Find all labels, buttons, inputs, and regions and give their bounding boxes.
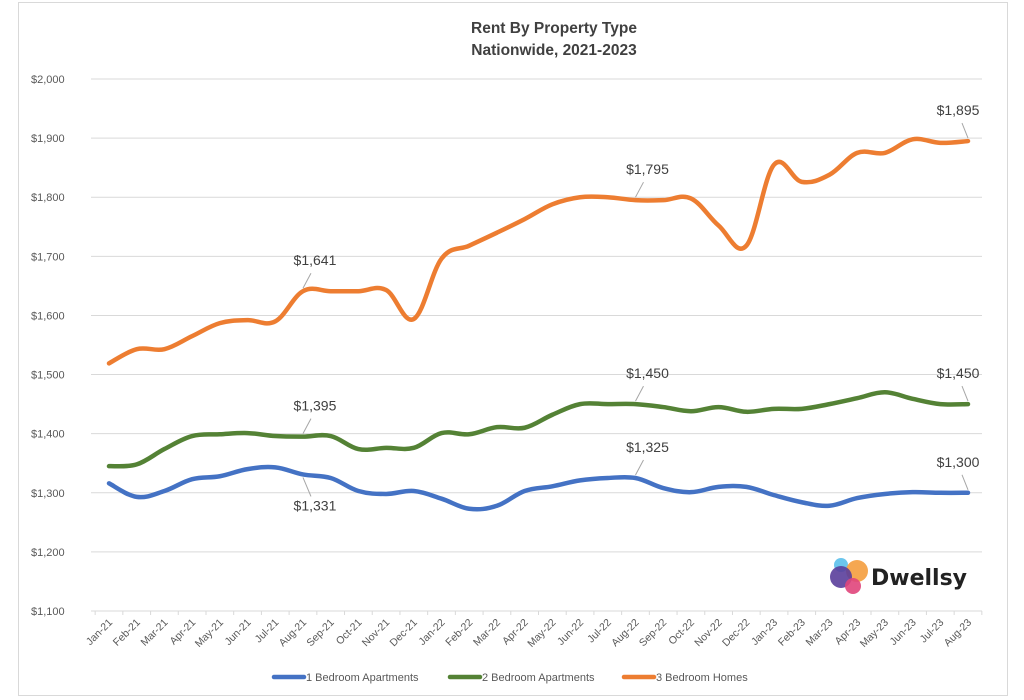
data-label: $1,395 [294, 398, 337, 414]
y-tick-label: $1,300 [31, 488, 65, 500]
y-tick-label: $1,200 [31, 547, 65, 559]
data-label: $1,795 [626, 161, 669, 177]
chart-title: Rent By Property Type [471, 20, 637, 37]
data-label: $1,325 [626, 439, 669, 455]
x-tick-label: Mar-23 [804, 617, 836, 649]
data-label-leader [635, 459, 644, 476]
data-label-leader [302, 477, 312, 497]
dwellsy-logo: Dwellsy [830, 558, 967, 594]
x-tick-label: Jun-21 [222, 617, 253, 648]
x-tick-label: Jun-23 [888, 617, 919, 648]
x-tick-label: Oct-22 [666, 617, 697, 648]
x-axis: Jan-21Feb-21Mar-21Apr-21May-21Jun-21Jul-… [84, 611, 983, 650]
legend-item-3: 3 Bedroom Homes [656, 672, 748, 684]
chart-subtitle: Nationwide, 2021-2023 [471, 42, 637, 59]
x-tick-label: Nov-21 [360, 617, 393, 650]
data-label: $1,450 [937, 365, 980, 381]
logo-text: Dwellsy [871, 566, 967, 591]
x-tick-label: Nov-22 [692, 617, 725, 650]
data-label-leader [635, 181, 644, 198]
data-label: $1,450 [626, 365, 669, 381]
data-label: $1,331 [294, 497, 337, 513]
series-line-3 [106, 136, 971, 366]
line-chart: Rent By Property Type Nationwide, 2021-2… [31, 20, 983, 684]
data-label-leader [961, 122, 969, 139]
x-tick-label: May-21 [193, 617, 226, 650]
data-label-leader [961, 385, 969, 402]
data-label: $1,300 [937, 454, 980, 470]
legend: 1 Bedroom Apartments 2 Bedroom Apartments… [271, 672, 748, 684]
chart-frame: Rent By Property Type Nationwide, 2021-2… [18, 2, 1008, 696]
series-line-1 [106, 464, 971, 512]
data-label-leader [302, 272, 312, 289]
x-tick-label: Feb-21 [111, 617, 143, 649]
y-tick-label: $1,800 [31, 192, 65, 204]
x-tick-label: Jan-21 [84, 617, 115, 648]
x-tick-label: Dec-21 [388, 617, 421, 650]
data-label: $1,895 [937, 102, 980, 118]
x-tick-label: Sep-22 [637, 617, 670, 650]
x-tick-label: Jan-22 [416, 617, 447, 648]
x-tick-label: Mar-21 [139, 617, 171, 649]
legend-item-2: 2 Bedroom Apartments [482, 672, 595, 684]
y-tick-label: $1,700 [31, 251, 65, 263]
series-line-2 [106, 390, 971, 469]
x-tick-label: Feb-22 [443, 617, 475, 649]
series-lines [106, 136, 971, 512]
x-tick-label: Jan-23 [749, 617, 780, 648]
y-tick-label: $1,400 [31, 429, 65, 441]
x-tick-label: Sep-21 [304, 617, 337, 650]
y-tick-label: $1,600 [31, 310, 65, 322]
y-tick-label: $1,100 [31, 606, 65, 618]
data-label-leader [961, 474, 969, 490]
y-axis: $1,100 $1,200 $1,300 $1,400 $1,500 $1,600 $1,7… [31, 74, 65, 618]
x-tick-label: May-22 [525, 617, 558, 650]
x-tick-label: May-23 [858, 617, 891, 650]
legend-item-1: 1 Bedroom Apartments [306, 672, 419, 684]
dwellsy-blobs-icon [830, 558, 868, 594]
data-labels: $1,331 $1,325 $1,300 $1,395 $1,450 $1,450 $1,6… [294, 102, 980, 513]
x-tick-label: Jun-22 [555, 617, 586, 648]
x-tick-label: Aug-21 [277, 617, 310, 650]
x-tick-label: Aug-23 [942, 617, 975, 650]
x-tick-label: Aug-22 [609, 617, 642, 650]
data-label: $1,641 [294, 252, 337, 268]
x-tick-label: Dec-22 [720, 617, 753, 650]
data-label-leader [302, 418, 312, 434]
y-tick-label: $1,900 [31, 133, 65, 145]
y-tick-label: $1,500 [31, 370, 65, 382]
x-tick-label: Oct-21 [334, 617, 365, 648]
x-tick-label: Feb-23 [776, 617, 808, 649]
x-tick-label: Mar-22 [471, 617, 503, 649]
y-tick-label: $2,000 [31, 74, 65, 86]
data-label-leader [635, 385, 644, 402]
